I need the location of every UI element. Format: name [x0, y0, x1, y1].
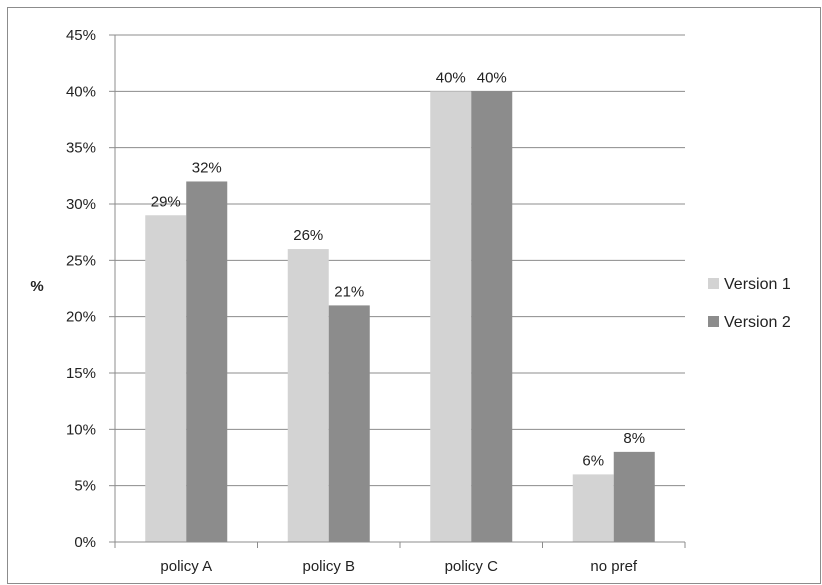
bar	[613, 451, 655, 542]
data-label: 6%	[582, 452, 604, 469]
y-tick-label: 25%	[66, 252, 96, 269]
bar	[328, 305, 370, 542]
x-tick-label: policy C	[445, 558, 499, 575]
y-tick-label: 20%	[66, 309, 96, 326]
y-tick-label: 10%	[66, 421, 96, 438]
bar	[572, 474, 614, 542]
x-tick-label: policy A	[160, 558, 212, 575]
y-axis-label: %	[30, 278, 43, 295]
y-tick-label: 45%	[66, 27, 96, 44]
data-label: 40%	[436, 69, 466, 86]
bar	[145, 215, 187, 542]
data-labels: 29% 32% 26% 21% 40% 40% 6% 8%	[151, 69, 645, 469]
bar	[471, 91, 513, 542]
axes: 0% 5% 10% 15% 20% 25% 30% 35% 40% 45% policy A poli…	[66, 27, 686, 575]
legend-label: Version 2	[724, 314, 791, 331]
y-tick-label: 15%	[66, 365, 96, 382]
y-tick-label: 0%	[74, 534, 96, 551]
data-label: 21%	[334, 283, 364, 300]
data-label: 29%	[151, 193, 181, 210]
chart-frame	[7, 7, 821, 584]
bar	[430, 91, 472, 542]
data-label: 40%	[477, 69, 507, 86]
data-label: 26%	[293, 227, 323, 244]
data-label: 8%	[623, 430, 645, 447]
data-label: 32%	[192, 159, 222, 176]
bar	[287, 249, 329, 543]
y-tick-label: 30%	[66, 196, 96, 213]
x-tick-label: no pref	[590, 558, 638, 575]
x-tick-label: policy B	[302, 558, 355, 575]
y-tick-label: 35%	[66, 140, 96, 157]
bar	[186, 181, 228, 542]
legend-swatch	[708, 316, 719, 327]
legend-label: Version 1	[724, 276, 791, 293]
legend: Version 1 Version 2	[708, 276, 791, 331]
bars	[145, 91, 655, 543]
y-tick-label: 5%	[74, 478, 96, 495]
legend-swatch	[708, 278, 719, 289]
y-tick-label: 40%	[66, 83, 96, 100]
